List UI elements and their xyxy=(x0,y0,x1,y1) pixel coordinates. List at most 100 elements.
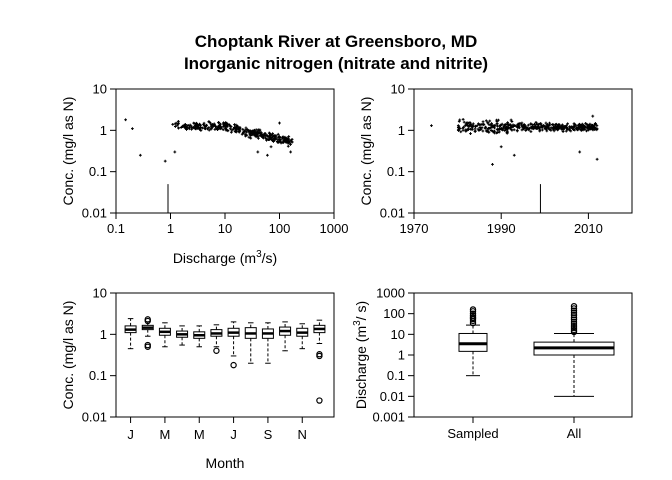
data-point xyxy=(479,127,482,131)
data-point xyxy=(565,125,569,129)
data-point xyxy=(591,124,595,128)
data-point xyxy=(458,127,462,130)
x-axis-label: Month xyxy=(206,455,245,471)
data-point xyxy=(499,145,503,149)
data-point xyxy=(554,122,558,126)
chart-title-line-2: Inorganic nitrogen (nitrate and nitrite) xyxy=(184,54,488,73)
data-point xyxy=(249,136,253,140)
outlier-point xyxy=(570,305,578,312)
data-point xyxy=(491,129,495,133)
data-point xyxy=(276,132,280,136)
data-point xyxy=(595,157,599,161)
x-axis-label: Discharge (m3/s) xyxy=(173,249,277,266)
data-point xyxy=(225,124,229,128)
data-point xyxy=(564,129,568,133)
data-point xyxy=(481,120,485,124)
y-tick-label: 1000 xyxy=(376,286,405,301)
data-point xyxy=(578,150,582,154)
y-tick-label: 0.1 xyxy=(89,164,107,179)
data-point xyxy=(487,123,491,127)
data-point xyxy=(177,126,180,130)
data-point xyxy=(277,138,281,141)
y-axis-label: Conc. (mg/l as N) xyxy=(60,301,76,410)
data-point xyxy=(245,130,248,134)
data-point xyxy=(538,129,542,133)
data-point xyxy=(256,150,260,154)
data-point xyxy=(595,127,599,131)
data-point xyxy=(491,162,494,166)
y-tick-label: 10 xyxy=(391,327,405,342)
data-point xyxy=(473,129,477,133)
data-point xyxy=(482,123,486,127)
data-point xyxy=(510,128,514,132)
data-point xyxy=(261,135,264,139)
y-axis-label: Conc. (mg/l as N) xyxy=(60,97,76,206)
data-point xyxy=(484,125,488,129)
data-point xyxy=(560,123,564,127)
data-point xyxy=(184,125,188,128)
data-point xyxy=(474,125,477,129)
data-point xyxy=(534,127,538,130)
y-tick-label: 1 xyxy=(100,123,107,138)
data-point xyxy=(258,131,262,134)
outlier-point xyxy=(570,322,578,330)
data-point xyxy=(470,128,474,131)
panel-conc-by-month: 0.01 0.1 1 10 Conc. (mg/l as N) J M M J S N Month xyxy=(60,286,335,471)
y-tick-label: 0.01 xyxy=(380,389,405,404)
data-point xyxy=(487,130,491,134)
data-point xyxy=(465,129,469,132)
data-point xyxy=(280,137,284,141)
outlier-point xyxy=(570,311,578,319)
data-point xyxy=(544,121,548,125)
x-tick-label: N xyxy=(298,427,307,442)
data-point xyxy=(593,128,597,132)
data-point xyxy=(499,126,503,130)
data-point xyxy=(271,132,275,136)
data-point xyxy=(466,127,470,131)
y-axis-label: Discharge (m3/ s) xyxy=(352,301,369,409)
data-point xyxy=(529,123,533,126)
data-point xyxy=(430,124,433,128)
data-point xyxy=(496,124,499,128)
outlier-point xyxy=(469,312,477,319)
data-point xyxy=(461,126,465,130)
data-point xyxy=(287,141,291,145)
data-point xyxy=(583,127,587,131)
plot-frame xyxy=(413,88,633,214)
outlier-point xyxy=(469,306,477,313)
panel-discharge-boxes: 0.001 0.01 0.1 1 10 100 1000 Discharge (m3/ s) S… xyxy=(352,286,633,441)
data-point xyxy=(276,140,280,144)
data-point xyxy=(179,126,183,129)
data-point xyxy=(560,127,564,131)
data-point xyxy=(495,122,499,125)
x-tick-label: S xyxy=(264,427,273,442)
outlier-point xyxy=(570,324,578,332)
data-point xyxy=(207,120,211,124)
data-point xyxy=(173,150,177,154)
data-point xyxy=(273,135,276,139)
data-point xyxy=(202,121,206,125)
outlier-point xyxy=(213,347,220,354)
data-point xyxy=(234,130,238,133)
data-point xyxy=(241,127,245,131)
data-point xyxy=(247,135,251,139)
data-point xyxy=(187,127,191,131)
plot-frame xyxy=(115,88,335,214)
data-point xyxy=(174,121,178,125)
data-point xyxy=(471,122,475,126)
x-tick-label: Sampled xyxy=(447,426,498,441)
data-point xyxy=(522,125,526,129)
outlier-point xyxy=(570,318,578,326)
data-point xyxy=(222,123,226,126)
y-tick-label: 1 xyxy=(100,327,107,342)
data-point xyxy=(213,123,216,127)
outlier-point xyxy=(144,341,151,349)
y-tick-label: 0.1 xyxy=(387,368,405,383)
outlier-point xyxy=(570,320,578,328)
data-point xyxy=(272,140,275,143)
data-point xyxy=(539,122,543,126)
data-point xyxy=(257,136,260,140)
data-point xyxy=(540,128,544,132)
outlier-point xyxy=(570,314,578,321)
